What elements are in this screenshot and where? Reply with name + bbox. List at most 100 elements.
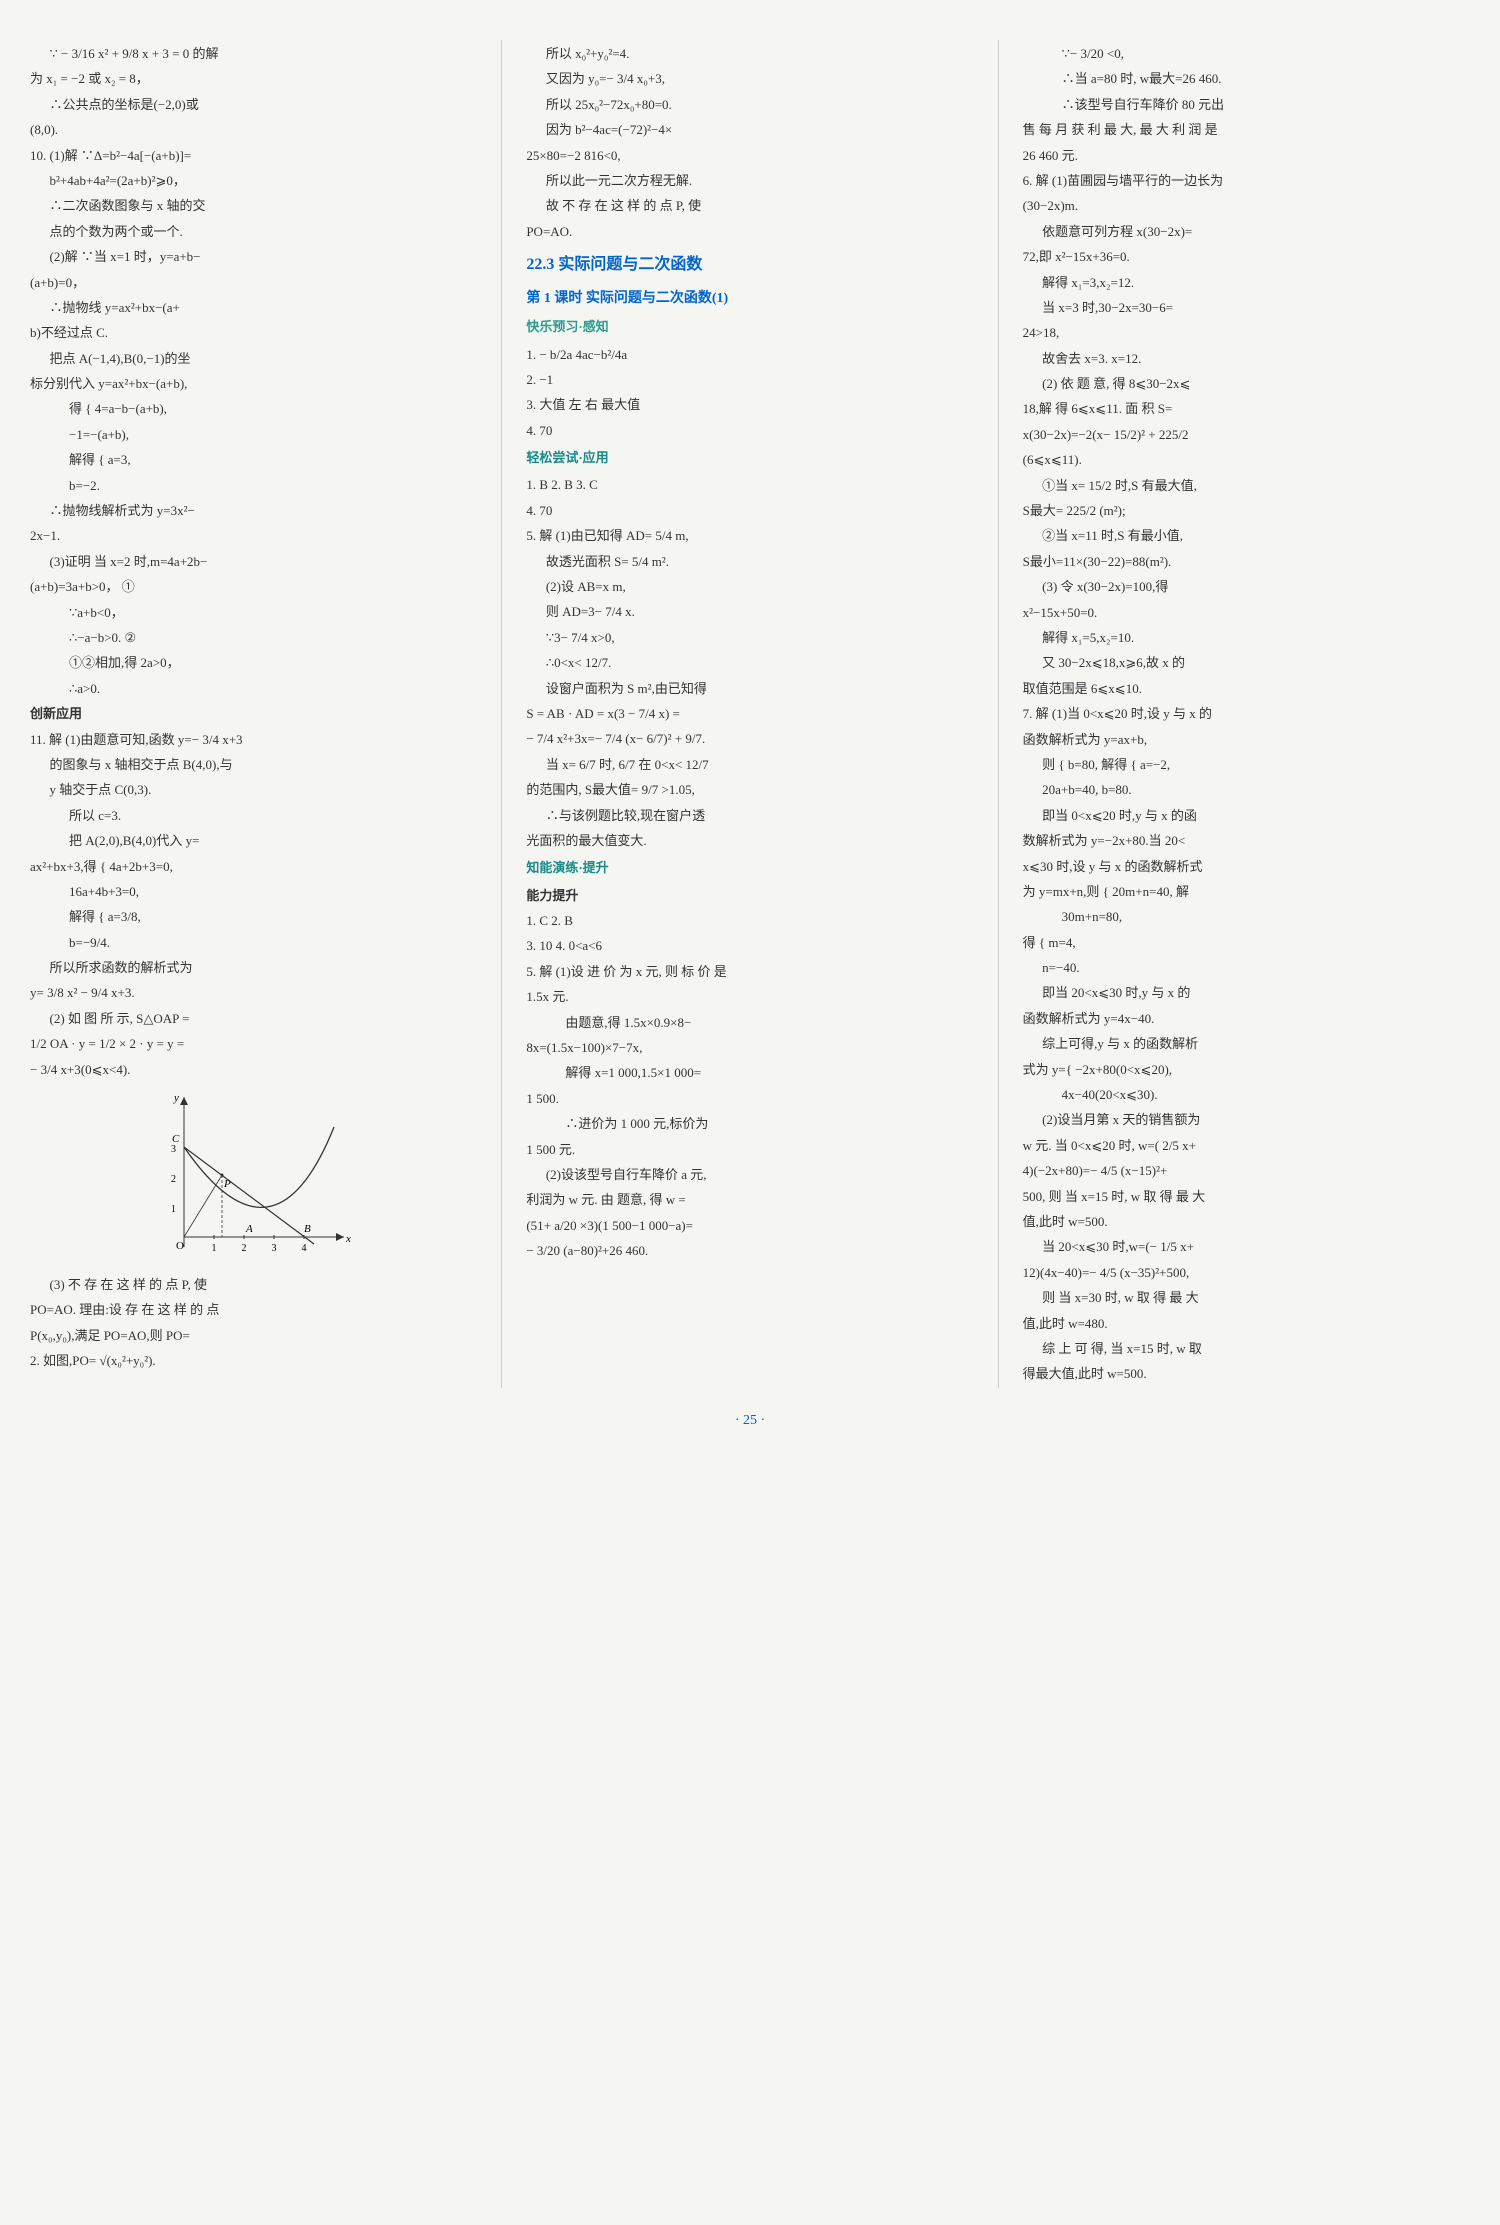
text: 得 { m=4, (1023, 931, 1470, 954)
text: 解得 x₁=5,x₂=10. (1023, 626, 1470, 649)
text: n=−40. (1023, 956, 1470, 979)
text: 得 { 4=a−b−(a+b), (30, 397, 477, 420)
svg-text:3: 3 (171, 1144, 176, 1155)
text: ∴−a−b>0. ② (30, 626, 477, 649)
text: 为 x₁ = −2 或 x₂ = 8， (30, 67, 477, 90)
text: ∴进价为 1 000 元,标价为 (526, 1112, 973, 1135)
section-cxyy: 创新应用 (30, 702, 477, 725)
text: S最小=11×(30−22)=88(m²). (1023, 550, 1470, 573)
text: 30m+n=80, (1023, 905, 1470, 928)
text: 所以 x₀²+y₀²=4. (526, 42, 973, 65)
text: ∵− 3/20 <0, (1023, 42, 1470, 65)
text: 4x−40(20<x⩽30). (1023, 1083, 1470, 1106)
text: ∴公共点的坐标是(−2,0)或 (30, 93, 477, 116)
problem-6-3: (3) 令 x(30−2x)=100,得 (1023, 575, 1470, 598)
problem-10-1: 10. (1)解 ∵Δ=b²−4a[−(a+b)]= (30, 144, 477, 167)
text: 则 AD=3− 7/4 x. (526, 600, 973, 623)
text: 1/2 OA · y = 1/2 × 2 · y = y = (30, 1032, 477, 1055)
answer-4: 4. 70 (526, 419, 973, 442)
kxyx-heading: 快乐预习·感知 (526, 315, 973, 338)
svg-text:P: P (223, 1178, 231, 1190)
text: ∴a>0. (30, 677, 477, 700)
text: 的图象与 x 轴相交于点 B(4,0),与 (30, 753, 477, 776)
text: S = AB · AD = x(3 − 7/4 x) = (526, 702, 973, 725)
svg-text:x: x (345, 1233, 351, 1245)
text: 所以 c=3. (30, 804, 477, 827)
answer-1: 1. − b/2a 4ac−b²/4a (526, 343, 973, 366)
answers-row: 1. B 2. B 3. C (526, 473, 973, 496)
text: 利润为 w 元. 由 题意, 得 w = (526, 1188, 973, 1211)
text: 综上可得,y 与 x 的函数解析 (1023, 1032, 1470, 1055)
page-root: ∵ − 3/16 x² + 9/8 x + 3 = 0 的解 为 x₁ = −2… (30, 40, 1470, 1388)
problem-11-3: (3) 不 存 在 这 样 的 点 P, 使 (30, 1273, 477, 1296)
text: 由题意,得 1.5x×0.9×8− (526, 1011, 973, 1034)
text: 4)(−2x+80)=− 4/5 (x−15)²+ (1023, 1159, 1470, 1182)
nlts-heading: 能力提升 (526, 884, 973, 907)
text: ∴当 a=80 时, w最大=26 460. (1023, 67, 1470, 90)
text: 又 30−2x⩽18,x⩾6,故 x 的 (1023, 651, 1470, 674)
text: P(x₀,y₀),满足 PO=AO,则 PO= (30, 1324, 477, 1347)
text: 1.5x 元. (526, 985, 973, 1008)
svg-text:2: 2 (171, 1174, 176, 1185)
text: 售 每 月 获 利 最 大, 最 大 利 润 是 (1023, 118, 1470, 141)
text: 故 不 存 在 这 样 的 点 P, 使 (526, 194, 973, 217)
answer-4b: 4. 70 (526, 499, 973, 522)
column-divider (501, 40, 502, 1388)
text: (8,0). (30, 118, 477, 141)
text: 值,此时 w=500. (1023, 1210, 1470, 1233)
problem-5: 5. 解 (1)由已知得 AD= 5/4 m, (526, 524, 973, 547)
svg-text:1: 1 (171, 1204, 176, 1215)
text: (2)设 AB=x m, (526, 575, 973, 598)
answer-3: 3. 大值 左 右 最大值 (526, 393, 973, 416)
text: x(30−2x)=−2(x− 15/2)² + 225/2 (1023, 423, 1470, 446)
text: ∴与该例题比较,现在窗户透 (526, 804, 973, 827)
text: ①②相加,得 2a>0， (30, 651, 477, 674)
text: 所以所求函数的解析式为 (30, 956, 477, 979)
parabola-graph: 1 2 3 4 1 2 3 O x y C P A (154, 1087, 354, 1267)
text: y= 3/8 x² − 9/4 x+3. (30, 981, 477, 1004)
text: (51+ a/20 ×3)(1 500−1 000−a)= (526, 1214, 973, 1237)
text: PO=AO. 理由:设 存 在 这 样 的 点 (30, 1298, 477, 1321)
xtick-4: 4 (301, 1243, 306, 1254)
text: 18,解 得 6⩽x⩽11. 面 积 S= (1023, 397, 1470, 420)
text: b)不经过点 C. (30, 321, 477, 344)
text: ∵3− 7/4 x>0, (526, 626, 973, 649)
text: 即当 20<x⩽30 时,y 与 x 的 (1023, 981, 1470, 1004)
text: 解得 { a=3/8, (30, 905, 477, 928)
text: b²+4ab+4a²=(2a+b)²⩾0， (30, 169, 477, 192)
problem-10-3: (3)证明 当 x=2 时,m=4a+2b− (30, 550, 477, 573)
text: ②当 x=11 时,S 有最小值, (1023, 524, 1470, 547)
text: 光面积的最大值变大. (526, 829, 973, 852)
text: 解得 { a=3, (30, 448, 477, 471)
text: 函数解析式为 y=ax+b, (1023, 728, 1470, 751)
problem-7-2: (2)设当月第 x 天的销售额为 (1023, 1108, 1470, 1131)
text: 26 460 元. (1023, 144, 1470, 167)
text: ∵ − 3/16 x² + 9/8 x + 3 = 0 的解 (30, 42, 477, 65)
answers-row-c3: 3. 10 4. 0<a<6 (526, 934, 973, 957)
page-number: · 25 · (30, 1408, 1470, 1433)
xtick-1: 1 (211, 1243, 216, 1254)
problem-11: 11. 解 (1)由题意可知,函数 y=− 3/4 x+3 (30, 728, 477, 751)
text: 20a+b=40, b=80. (1023, 778, 1470, 801)
text: 24>18, (1023, 321, 1470, 344)
column-2: 所以 x₀²+y₀²=4. 又因为 y₀=− 3/4 x₀+3, 所以 25x₀… (526, 40, 973, 1388)
text: 点的个数为两个或一个. (30, 220, 477, 243)
problem-10-2: (2)解 ∵当 x=1 时，y=a+b− (30, 245, 477, 268)
text: 72,即 x²−15x+36=0. (1023, 245, 1470, 268)
text: 又因为 y₀=− 3/4 x₀+3, (526, 67, 973, 90)
xtick-3: 3 (271, 1243, 276, 1254)
text: 函数解析式为 y=4x−40. (1023, 1007, 1470, 1030)
text: 1 500 元. (526, 1138, 973, 1161)
text: x⩽30 时,设 y 与 x 的函数解析式 (1023, 855, 1470, 878)
text: 500, 则 当 x=15 时, w 取 得 最 大 (1023, 1185, 1470, 1208)
text: x²−15x+50=0. (1023, 601, 1470, 624)
text: ∵a+b<0， (30, 601, 477, 624)
text: (6⩽x⩽11). (1023, 448, 1470, 471)
text: 8x=(1.5x−100)×7−7x, (526, 1036, 973, 1059)
problem-7: 7. 解 (1)当 0<x⩽20 时,设 y 与 x 的 (1023, 702, 1470, 725)
column-3: ∵− 3/20 <0, ∴当 a=80 时, w最大=26 460. ∴该型号自… (1023, 40, 1470, 1388)
text: 2x−1. (30, 524, 477, 547)
text: 16a+4b+3=0, (30, 880, 477, 903)
text: (30−2x)m. (1023, 194, 1470, 217)
problem-6-2: (2) 依 题 意, 得 8⩽30−2x⩽ (1023, 372, 1470, 395)
